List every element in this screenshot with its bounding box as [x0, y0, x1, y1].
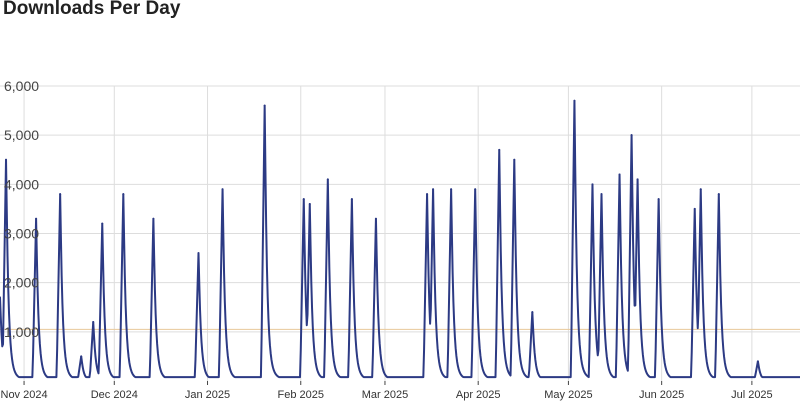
peak-point [101, 222, 104, 225]
x-tick-label: Feb 2025 [278, 389, 324, 401]
y-axis-ticks: 1,000 2,000 3,000 4,000 5,000 6,000 [4, 78, 39, 340]
series-line [0, 99, 800, 379]
peak-point [350, 198, 353, 201]
peak-point [152, 217, 155, 220]
x-tick-label: Nov 2024 [1, 389, 48, 401]
peak-point [35, 217, 38, 220]
peak-point [374, 217, 377, 220]
peak-point [693, 207, 696, 210]
peak-point [221, 188, 224, 191]
peak-point [59, 193, 62, 196]
peak-point [573, 99, 576, 102]
peak-point [699, 188, 702, 191]
peak-point [636, 178, 639, 181]
x-tick-label: Jul 2025 [731, 389, 773, 401]
x-tick-label: Mar 2025 [362, 389, 408, 401]
peak-point [197, 252, 200, 255]
x-tick-label: Dec 2024 [91, 389, 138, 401]
peak-point [531, 311, 534, 314]
peak-point [263, 104, 266, 107]
y-tick-label: 4,000 [4, 176, 39, 192]
x-tick-label: Jun 2025 [639, 389, 684, 401]
peak-point [657, 198, 660, 201]
peak-point [498, 148, 501, 151]
peak-point [513, 158, 516, 161]
y-tick-label: 3,000 [4, 226, 39, 242]
peak-point [630, 134, 633, 137]
y-tick-label: 2,000 [4, 275, 39, 291]
peak-point [5, 158, 8, 161]
x-tick-label: May 2025 [544, 389, 592, 401]
series-layer [0, 99, 800, 379]
peak-point [92, 321, 95, 323]
peak-point [591, 183, 594, 186]
x-tick-label: Jan 2025 [185, 389, 230, 401]
peak-point [600, 193, 603, 196]
y-tick-label: 5,000 [4, 127, 39, 143]
peak-point [122, 193, 125, 196]
peak-point [0, 296, 1, 299]
peak-point [426, 193, 429, 196]
peak-point [308, 203, 311, 205]
chart-title: Downloads Per Day [3, 0, 181, 19]
peak-point [756, 360, 759, 363]
peak-point [80, 355, 83, 358]
peak-point [618, 173, 621, 176]
peak-point [450, 188, 453, 191]
x-tick-label: Apr 2025 [456, 389, 501, 401]
y-tick-label: 6,000 [4, 78, 39, 94]
peak-point [432, 188, 435, 191]
x-axis-ticks: Nov 2024 Dec 2024 Jan 2025 Feb 2025 Mar 2025… [1, 381, 773, 401]
peak-point [474, 188, 477, 191]
y-tick-label: 1,000 [4, 324, 39, 340]
peak-point [302, 198, 305, 201]
peak-point [717, 193, 720, 196]
peak-point [326, 178, 329, 181]
